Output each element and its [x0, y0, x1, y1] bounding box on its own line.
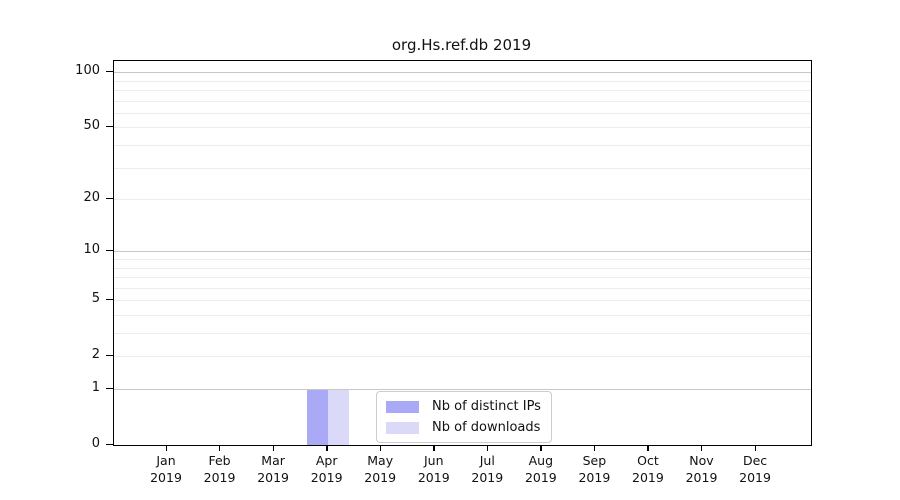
- x-tick-label: Mar 2019: [241, 452, 305, 486]
- x-tick-mark: [165, 445, 167, 451]
- x-tick-mark: [754, 445, 756, 451]
- x-tick-label: Dec 2019: [723, 452, 787, 486]
- y-tick-label: 10: [83, 242, 100, 258]
- gridline-minor: [114, 277, 811, 279]
- x-tick-mark: [701, 445, 703, 451]
- x-tick-mark: [486, 445, 489, 451]
- x-tick-label: Apr 2019: [295, 452, 359, 486]
- x-tick-year: 2019: [739, 470, 771, 485]
- x-tick-year: 2019: [632, 470, 664, 485]
- x-tick-year: 2019: [524, 470, 557, 485]
- x-tick-mark: [326, 445, 328, 451]
- x-tick-year: 2019: [203, 470, 236, 485]
- gridline-major: [114, 72, 811, 74]
- x-tick-label: Jan 2019: [134, 452, 198, 486]
- x-tick-mark: [647, 445, 649, 451]
- plot-area: Nb of distinct IPs Nb of downloads: [113, 60, 812, 446]
- x-tick-month: Mar: [261, 453, 285, 468]
- gridline-minor: [114, 199, 811, 201]
- chart-title: org.Hs.ref.db 2019: [391, 36, 532, 54]
- x-tick-label: Feb 2019: [188, 452, 252, 486]
- x-tick-month: Jul: [479, 453, 495, 468]
- legend-label: Nb of downloads: [432, 420, 541, 435]
- y-tick-label: 2: [91, 347, 100, 363]
- x-tick-mark: [219, 445, 221, 451]
- bar-distinct-ips: [306, 389, 328, 445]
- y-tick-mark: [106, 443, 113, 445]
- x-tick-month: Oct: [637, 453, 659, 468]
- x-tick-month: May: [367, 453, 394, 468]
- gridline-minor: [114, 80, 811, 82]
- x-tick-year: 2019: [364, 470, 397, 485]
- x-tick-year: 2019: [685, 470, 718, 485]
- x-tick-mark: [593, 445, 596, 451]
- legend-label: Nb of distinct IPs: [432, 399, 541, 414]
- x-tick-month: Sep: [582, 453, 607, 468]
- x-tick-month: Jan: [156, 453, 176, 468]
- y-tick-mark: [106, 354, 113, 357]
- x-tick-mark: [272, 445, 274, 451]
- x-tick-month: Nov: [689, 453, 714, 468]
- x-tick-month: Feb: [208, 453, 231, 468]
- x-tick-label: May 2019: [348, 452, 412, 486]
- legend: Nb of distinct IPs Nb of downloads: [376, 391, 552, 443]
- gridline-minor: [114, 167, 811, 169]
- x-tick-year: 2019: [310, 470, 343, 485]
- legend-swatch: [386, 400, 419, 413]
- y-tick-label: 0: [91, 436, 100, 451]
- x-tick-year: 2019: [417, 470, 450, 485]
- x-tick-month: Dec: [742, 453, 768, 468]
- x-tick-label: Aug 2019: [509, 452, 573, 486]
- y-tick-mark: [106, 387, 113, 389]
- y-tick-label: 20: [83, 190, 100, 206]
- y-tick-mark: [106, 197, 113, 199]
- legend-swatch: [386, 421, 419, 434]
- gridline-minor: [114, 300, 811, 302]
- y-tick-label: 100: [75, 63, 100, 79]
- y-tick-mark: [106, 249, 113, 252]
- gridline-minor: [114, 356, 811, 358]
- y-tick-mark: [106, 125, 113, 128]
- y-tick-label: 1: [91, 380, 100, 395]
- y-tick-label: 5: [91, 291, 100, 307]
- x-tick-label: Sep 2019: [562, 452, 626, 486]
- x-tick-month: Aug: [528, 453, 554, 468]
- x-tick-year: 2019: [471, 470, 504, 485]
- x-tick-label: Oct 2019: [616, 452, 680, 486]
- gridline-minor: [114, 100, 811, 102]
- x-tick-year: 2019: [578, 470, 611, 485]
- x-tick-month: Apr: [315, 453, 338, 468]
- y-tick-mark: [106, 298, 113, 301]
- x-tick-mark: [540, 445, 542, 451]
- y-tick-mark: [106, 70, 113, 73]
- x-tick-label: Jun 2019: [402, 452, 466, 486]
- x-tick-mark: [379, 445, 382, 451]
- gridline-minor: [114, 145, 811, 146]
- gridline-minor: [114, 90, 811, 91]
- x-tick-year: 2019: [257, 470, 289, 485]
- x-tick-year: 2019: [150, 470, 182, 485]
- gridline-major: [114, 251, 811, 253]
- gridline-major: [114, 389, 811, 390]
- gridline-minor: [114, 127, 811, 129]
- x-tick-label: Nov 2019: [670, 452, 734, 486]
- y-tick-label: 50: [83, 118, 100, 134]
- x-tick-mark: [433, 445, 435, 451]
- gridline-minor: [114, 333, 811, 334]
- legend-item: Nb of downloads: [386, 420, 541, 435]
- gridline-minor: [114, 258, 811, 260]
- x-tick-month: Jun: [423, 453, 444, 468]
- gridline-minor: [114, 267, 811, 269]
- gridline-minor: [114, 287, 811, 289]
- gridline-minor: [114, 112, 811, 114]
- bar-downloads: [327, 389, 349, 445]
- gridline-minor: [114, 314, 811, 316]
- legend-item: Nb of distinct IPs: [386, 399, 541, 414]
- x-tick-label: Jul 2019: [455, 452, 519, 486]
